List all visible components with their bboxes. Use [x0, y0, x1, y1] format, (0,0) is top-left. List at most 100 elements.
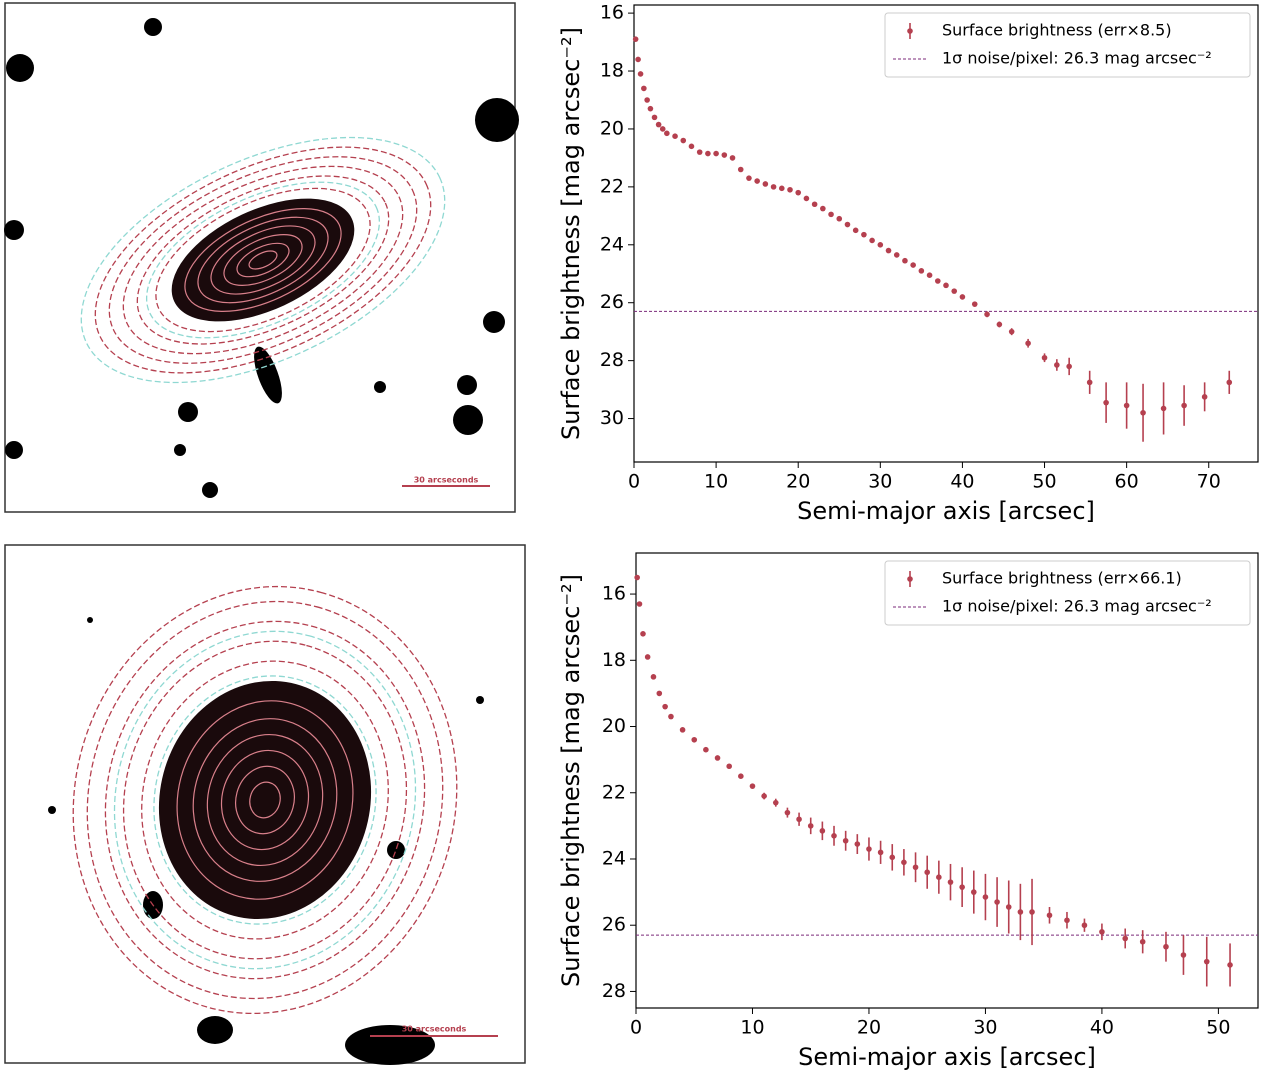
x-tick-label: 50: [1206, 1017, 1230, 1039]
data-point: [635, 56, 641, 63]
x-tick-label: 0: [628, 471, 640, 493]
x-axis-label: Semi-major axis [arcsec]: [797, 497, 1095, 525]
data-point: [737, 166, 744, 173]
data-point: [1140, 409, 1146, 416]
y-tick-label: 26: [602, 914, 626, 936]
y-tick-label: 18: [602, 649, 626, 671]
data-point: [852, 227, 859, 234]
data-point: [650, 674, 657, 680]
data-point: [656, 690, 663, 697]
data-point: [632, 36, 639, 42]
x-tick-label: 40: [950, 471, 974, 493]
y-tick-label: 24: [600, 233, 624, 255]
data-point: [688, 143, 695, 150]
data-point: [680, 137, 687, 144]
data-point: [679, 727, 686, 733]
data-point: [655, 121, 662, 128]
data-point: [772, 799, 779, 806]
scale-bar-label: 30 arcseconds: [414, 476, 479, 485]
legend-label: 1σ noise/pixel: 26.3 mag arcsec⁻²: [942, 49, 1212, 68]
data-point: [668, 713, 674, 720]
y-tick-label: 22: [602, 781, 626, 803]
data-point: [640, 631, 646, 637]
data-point: [844, 221, 851, 228]
data-point: [1041, 354, 1048, 361]
data-point: [634, 574, 640, 581]
data-point: [984, 311, 990, 318]
data-point: [959, 294, 966, 300]
data-point: [644, 654, 651, 660]
data-point: [828, 211, 834, 218]
data-point: [664, 130, 670, 137]
data-point: [1081, 922, 1088, 929]
y-axis-label: Surface brightness [mag arcsec⁻²]: [557, 574, 585, 987]
data-point: [637, 71, 644, 77]
y-tick-label: 28: [602, 980, 626, 1002]
data-point: [866, 846, 872, 852]
data-point: [996, 321, 1003, 328]
data-point: [784, 809, 791, 816]
data-point: [885, 247, 892, 254]
data-point: [659, 126, 666, 132]
data-point: [861, 231, 867, 238]
data-point: [714, 755, 721, 761]
data-point: [819, 828, 826, 834]
data-point: [936, 874, 942, 880]
y-axis-label: Surface brightness [mag arcsec⁻²]: [557, 27, 585, 440]
data-point: [901, 859, 907, 866]
data-point: [1227, 962, 1233, 968]
data-point: [803, 195, 810, 202]
data-point: [672, 133, 678, 139]
data-point: [1181, 402, 1187, 409]
y-tick-label: 30: [600, 407, 624, 429]
data-point: [1139, 938, 1146, 945]
data-point: [1029, 909, 1035, 915]
data-point: [1203, 958, 1210, 965]
data-point: [636, 601, 643, 607]
data-point: [1099, 929, 1105, 935]
x-tick-label: 70: [1197, 471, 1221, 493]
data-point: [982, 894, 989, 900]
data-point: [1163, 943, 1169, 950]
data-point: [842, 837, 849, 844]
data-point: [1160, 405, 1167, 412]
x-tick-label: 40: [1090, 1017, 1114, 1039]
data-point: [746, 175, 752, 181]
data-point: [971, 301, 978, 307]
data-point: [696, 149, 703, 155]
legend-swatch: [907, 576, 913, 582]
data-point: [795, 189, 802, 196]
x-tick-label: 30: [868, 471, 892, 493]
data-point: [1008, 328, 1015, 335]
data-point: [778, 185, 785, 192]
data-point: [902, 257, 908, 264]
x-tick-label: 20: [857, 1017, 881, 1039]
data-point: [947, 879, 954, 885]
data-point: [924, 869, 930, 876]
data-point: [705, 150, 711, 157]
data-point: [1226, 379, 1233, 386]
y-tick-label: 22: [600, 175, 624, 197]
data-point: [854, 841, 861, 847]
x-tick-label: 20: [786, 471, 810, 493]
y-tick-label: 26: [600, 291, 624, 313]
data-point: [1005, 904, 1012, 910]
legend-box: [884, 12, 1251, 78]
data-point: [918, 268, 925, 274]
data-point: [726, 763, 732, 770]
y-tick-label: 28: [600, 349, 624, 371]
data-point: [869, 237, 875, 244]
x-tick-label: 60: [1115, 471, 1139, 493]
data-point: [970, 889, 977, 895]
legend-swatch: [907, 28, 913, 34]
data-point: [749, 783, 756, 789]
data-point: [889, 854, 896, 861]
y-tick-label: 16: [600, 2, 624, 24]
legend-label: 1σ noise/pixel: 26.3 mag arcsec⁻²: [942, 597, 1212, 616]
scale-bar-label: 30 arcseconds: [402, 1025, 467, 1034]
x-tick-label: 0: [630, 1017, 642, 1039]
x-tick-label: 50: [1032, 471, 1056, 493]
data-point: [1046, 912, 1053, 919]
x-axis-label: Semi-major axis [arcsec]: [798, 1043, 1096, 1071]
